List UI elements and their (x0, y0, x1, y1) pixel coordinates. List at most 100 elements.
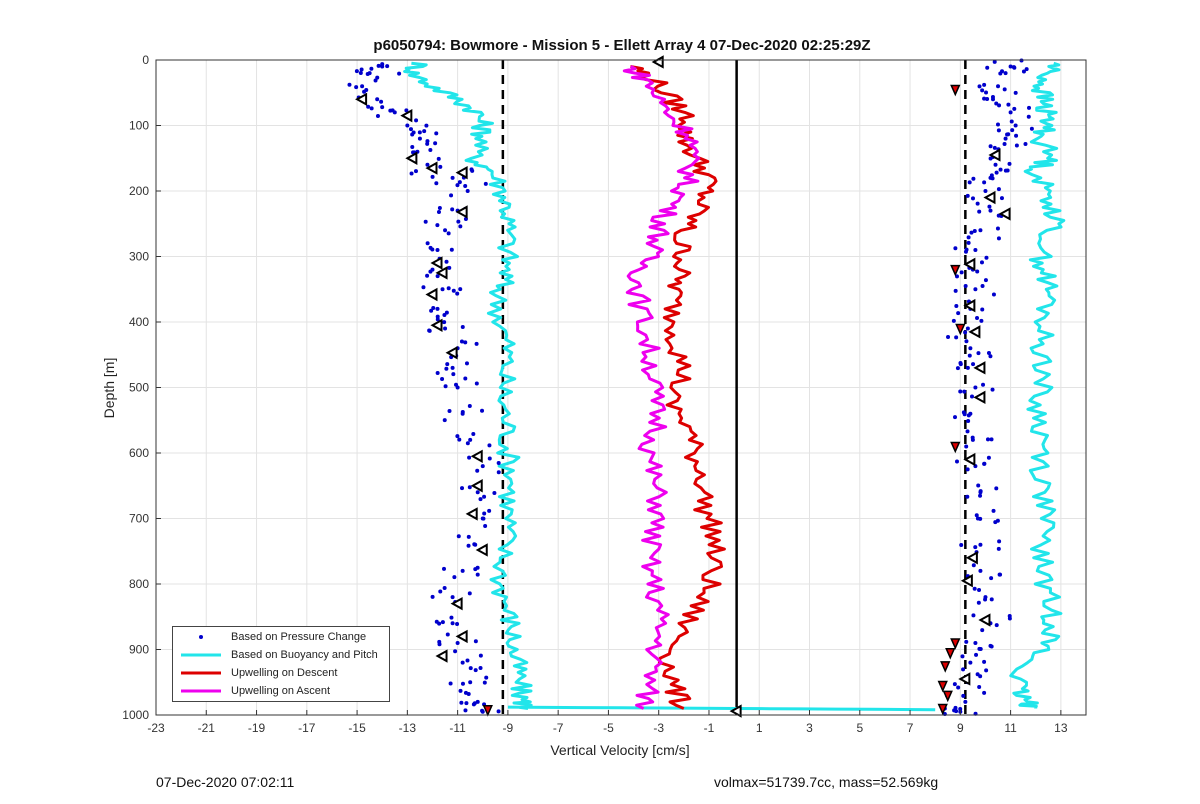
data-point (1021, 69, 1026, 74)
data-point (995, 226, 1000, 231)
data-point (988, 354, 993, 359)
data-point (946, 334, 951, 339)
data-point (430, 594, 435, 599)
data-point (1005, 132, 1010, 137)
data-point (982, 461, 987, 466)
data-point (965, 467, 970, 472)
x-tick-label: -9 (503, 721, 514, 735)
data-point (1007, 161, 1012, 166)
x-tick-label: 13 (1054, 721, 1068, 735)
data-point (963, 699, 968, 704)
x-tick-label: -3 (653, 721, 664, 735)
data-point (414, 118, 419, 123)
data-point (992, 59, 997, 64)
legend-swatch-line (181, 671, 221, 675)
data-point (996, 187, 1001, 192)
data-point (974, 652, 979, 657)
data-point (1005, 168, 1010, 173)
data-point (980, 307, 985, 312)
data-point (496, 461, 501, 466)
data-point (480, 708, 485, 713)
data-point (997, 572, 1002, 577)
data-point (475, 490, 480, 495)
data-point (973, 640, 978, 645)
data-point (975, 315, 980, 320)
data-point (985, 437, 990, 442)
data-point (482, 494, 487, 499)
x-tick-label: 5 (856, 721, 863, 735)
open-triangle-marker (983, 190, 996, 205)
data-point (358, 71, 363, 76)
data-point (445, 362, 450, 367)
data-point (460, 681, 465, 686)
y-tick-label: 900 (129, 643, 149, 657)
data-point (953, 705, 958, 710)
data-point (1008, 110, 1013, 115)
data-point (455, 434, 460, 439)
data-point (465, 189, 470, 193)
data-point (1013, 90, 1018, 95)
data-point (474, 341, 479, 346)
data-point (980, 283, 985, 288)
data-point (458, 224, 463, 229)
data-point (450, 175, 455, 180)
legend-item-upwelling-ascent: Upwelling on Ascent (173, 683, 389, 699)
data-point (459, 339, 464, 344)
data-point (973, 247, 978, 252)
data-point (444, 366, 449, 371)
data-point (1007, 614, 1012, 619)
data-point (993, 520, 998, 525)
red-triangle-marker (950, 264, 961, 277)
data-point (977, 209, 982, 214)
open-triangle-marker (965, 551, 978, 565)
y-tick-label: 400 (129, 315, 149, 329)
data-point (434, 131, 439, 136)
data-point (971, 176, 976, 181)
open-triangle-marker (400, 108, 413, 123)
chart-title: p6050794: Bowmore - Mission 5 - Ellett A… (373, 37, 870, 54)
data-point (995, 122, 1000, 127)
data-point (480, 408, 485, 413)
data-point (435, 247, 440, 252)
open-triangle-marker (355, 92, 368, 106)
data-point (1003, 136, 1008, 141)
data-point (435, 370, 440, 375)
data-point (444, 310, 449, 315)
data-point (455, 640, 460, 645)
x-tick-label: -19 (248, 721, 266, 735)
open-triangle-marker (973, 390, 986, 405)
data-point (423, 219, 428, 224)
series-line (507, 705, 936, 712)
red-triangle-marker (950, 441, 961, 454)
legend-item-pressure-change: Based on Pressure Change (173, 629, 389, 645)
series-based-on-buoyancy-and-pitch (403, 61, 1066, 712)
data-point (469, 167, 474, 172)
data-point (459, 700, 464, 705)
data-point (487, 443, 492, 448)
data-point (425, 162, 430, 167)
data-point (970, 196, 975, 201)
tick-labels: -23 -21 -19 -17 -15 -13 -11 -9 -7 -5 -3 -1 1 3 5 7 9 11 13… (122, 53, 1068, 735)
data-point (380, 62, 385, 67)
data-point (447, 409, 452, 414)
data-point (989, 173, 994, 178)
data-point (966, 413, 971, 418)
y-tick-label: 800 (129, 577, 149, 591)
data-point (962, 389, 967, 394)
data-point (1029, 126, 1034, 131)
data-point (443, 326, 448, 331)
data-point (973, 287, 978, 292)
data-point (979, 260, 984, 265)
data-point (970, 394, 975, 399)
data-point (362, 89, 367, 94)
open-triangle-marker (968, 325, 981, 339)
data-point (471, 432, 476, 437)
series-line (622, 65, 701, 710)
data-point (996, 546, 1001, 551)
data-point (972, 586, 977, 591)
open-triangle-marker (425, 287, 438, 302)
data-point (421, 285, 426, 290)
data-point (965, 326, 970, 331)
data-point (970, 435, 975, 440)
data-point (460, 660, 465, 665)
